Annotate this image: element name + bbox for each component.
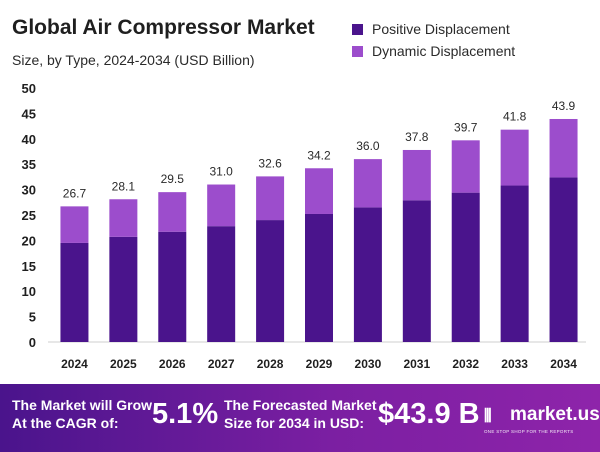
x-tick-label: 2026 (159, 357, 186, 371)
bar-total-label: 37.8 (405, 130, 429, 144)
bar-positive-displacement (402, 200, 431, 342)
bar-positive-displacement (451, 192, 480, 342)
bar-dynamic-displacement (256, 176, 285, 221)
market-us-logo[interactable]: ⫴ market.us ONE STOP SHOP FOR THE REPORT… (484, 400, 600, 440)
x-tick-label: 2028 (257, 357, 284, 371)
bar-dynamic-displacement (305, 168, 333, 214)
y-tick-label: 20 (22, 233, 36, 248)
y-tick-label: 5 (29, 310, 36, 325)
x-tick-label: 2034 (550, 357, 577, 371)
x-tick-label: 2029 (306, 357, 333, 371)
bar-total-label: 32.6 (258, 156, 282, 170)
x-tick-label: 2025 (110, 357, 137, 371)
legend-item-dynamic: Dynamic Displacement (352, 40, 515, 62)
bar-total-label: 41.8 (503, 110, 527, 124)
x-tick-label: 2032 (452, 357, 479, 371)
bar-positive-displacement (305, 213, 333, 342)
summary-banner: The Market will Grow At the CAGR of: 5.1… (0, 384, 600, 452)
market-us-logo-icon: ⫴ (484, 406, 492, 426)
forecast-value: $43.9 B (378, 398, 480, 430)
x-tick-label: 2027 (208, 357, 235, 371)
bar-dynamic-displacement (207, 184, 236, 227)
legend-label-dynamic: Dynamic Displacement (372, 43, 516, 59)
x-tick-label: 2031 (403, 357, 430, 371)
bar-dynamic-displacement (109, 199, 138, 237)
cagr-label-line1: The Market will Grow (12, 397, 153, 413)
bar-positive-displacement (158, 231, 187, 342)
bar-total-label: 29.5 (161, 172, 185, 186)
bar-dynamic-displacement (402, 149, 431, 201)
y-tick-label: 50 (22, 81, 36, 96)
y-tick-label: 30 (22, 183, 36, 198)
y-tick-label: 15 (22, 259, 36, 274)
legend-item-positive: Positive Displacement (352, 18, 515, 40)
bar-total-label: 31.0 (210, 165, 234, 179)
x-tick-label: 2024 (61, 357, 88, 371)
bar-dynamic-displacement (549, 118, 578, 178)
bar-total-label: 34.2 (307, 148, 331, 162)
bar-positive-displacement (109, 236, 138, 342)
legend-swatch-positive (352, 23, 363, 35)
cagr-label-line2: At the CAGR of: (12, 415, 119, 431)
y-tick-label: 0 (29, 335, 36, 350)
bar-positive-displacement (256, 220, 285, 342)
y-tick-label: 25 (22, 208, 36, 223)
cagr-label: The Market will Grow At the CAGR of: (12, 396, 152, 432)
bar-dynamic-displacement (60, 206, 89, 243)
legend-label-positive: Positive Displacement (372, 21, 510, 37)
cagr-value: 5.1% (152, 398, 219, 430)
chart-legend: Positive Displacement Dynamic Displaceme… (352, 18, 515, 62)
bar-positive-displacement (353, 207, 382, 342)
legend-swatch-dynamic (352, 45, 363, 57)
logo-name: market.us (510, 404, 600, 425)
y-tick-label: 40 (22, 132, 36, 147)
stacked-bar-chart: 0510152025303540455026.7202428.1202529.5… (22, 81, 586, 371)
bar-positive-displacement (60, 242, 89, 342)
logo-tagline: ONE STOP SHOP FOR THE REPORTS (484, 429, 574, 434)
chart-subtitle: Size, by Type, 2024-2034 (USD Billion) (12, 52, 255, 68)
bar-total-label: 36.0 (356, 139, 380, 153)
chart-title: Global Air Compressor Market (12, 16, 315, 39)
bar-dynamic-displacement (451, 140, 480, 193)
forecast-label-line2: Size for 2034 in USD: (224, 415, 365, 431)
bar-positive-displacement (549, 177, 578, 342)
y-tick-label: 35 (22, 157, 36, 172)
y-tick-label: 45 (22, 106, 36, 121)
bar-total-label: 26.7 (63, 186, 87, 200)
bar-dynamic-displacement (500, 129, 529, 186)
bar-total-label: 28.1 (112, 179, 136, 193)
bar-total-label: 43.9 (552, 99, 576, 113)
bar-total-label: 39.7 (454, 120, 478, 134)
forecast-label-line1: The Forecasted Market (224, 397, 377, 413)
bar-dynamic-displacement (353, 159, 382, 208)
x-tick-label: 2030 (355, 357, 382, 371)
bar-positive-displacement (207, 226, 236, 342)
bar-positive-displacement (500, 185, 529, 342)
forecast-label: The Forecasted Market Size for 2034 in U… (224, 396, 377, 432)
x-tick-label: 2033 (501, 357, 528, 371)
y-tick-label: 10 (22, 284, 36, 299)
bar-dynamic-displacement (158, 192, 187, 232)
